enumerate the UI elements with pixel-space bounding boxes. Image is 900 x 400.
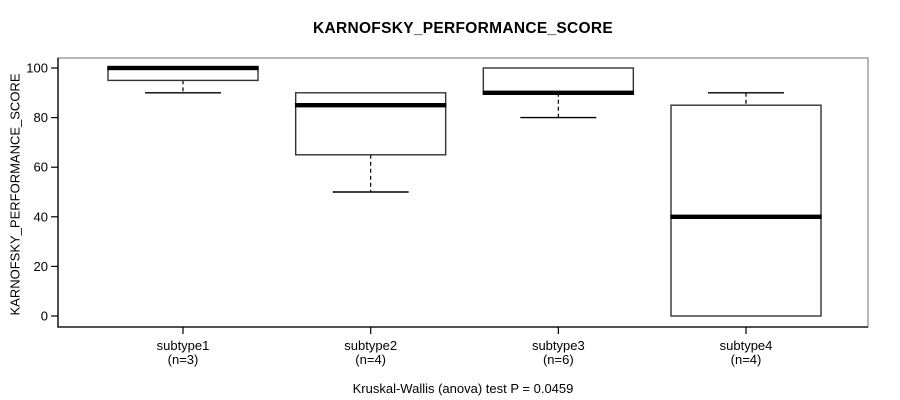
median-line-subtype1 <box>107 65 259 71</box>
x-category-sublabel: (n=4) <box>355 352 386 367</box>
y-tick-label: 100 <box>26 61 48 76</box>
x-category-label: subtype1 <box>157 338 210 353</box>
axis-lines <box>57 58 868 328</box>
median-line-subtype2 <box>294 103 447 108</box>
median-line-subtype4 <box>670 214 822 219</box>
x-category-sublabel: (n=3) <box>168 352 199 367</box>
x-category-sublabel: (n=4) <box>731 352 762 367</box>
chart-title: KARNOFSKY_PERFORMANCE_SCORE <box>312 20 614 37</box>
x-category-label: subtype2 <box>344 338 397 353</box>
y-tick-label: 80 <box>34 110 48 125</box>
x-category-sublabel: (n=6) <box>543 352 574 367</box>
box-iqr-subtype3 <box>482 67 635 94</box>
y-tick-label: 0 <box>41 309 48 324</box>
box-iqr-subtype2 <box>294 92 447 156</box>
x-category-label: subtype4 <box>720 338 773 353</box>
y-tick-label: 60 <box>34 160 48 175</box>
kruskal-wallis-note: Kruskal-Wallis (anova) test P = 0.0459 <box>352 381 574 396</box>
y-tick-label: 40 <box>34 209 48 224</box>
median-line-subtype3 <box>482 90 635 95</box>
y-tick-label: 20 <box>34 259 48 274</box>
x-category-label: subtype3 <box>532 338 585 353</box>
box-iqr-subtype4 <box>670 104 822 317</box>
